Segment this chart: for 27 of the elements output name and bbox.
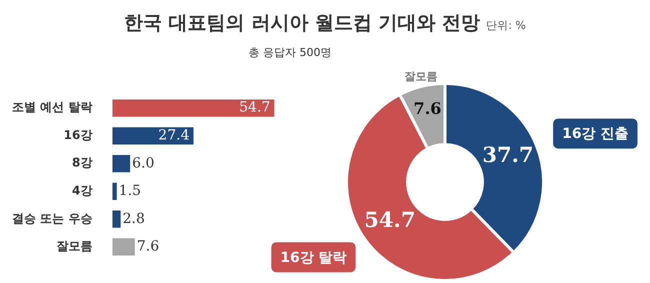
data-label: 54.7 xyxy=(239,100,270,116)
data-label: 2.8 xyxy=(122,210,145,227)
chart-subtitle: 총 응답자 500명 xyxy=(248,45,332,60)
data-label: 54.7 xyxy=(364,207,416,232)
bar xyxy=(112,238,135,256)
bar xyxy=(112,210,121,228)
slice-label: 16강 탈락 xyxy=(280,250,347,266)
data-label: 6.0 xyxy=(132,155,154,172)
slice-label: 잘모름 xyxy=(404,70,438,83)
y-tick-label: 8강 xyxy=(72,156,92,170)
bar xyxy=(112,155,130,172)
text: 단위: % xyxy=(486,19,526,32)
slice-label: 16강 진출 xyxy=(562,126,628,142)
bar xyxy=(112,182,117,200)
bar xyxy=(112,99,274,117)
y-tick-label: 결승 또는 우승 xyxy=(12,211,92,226)
y-tick-label: 잘모름 xyxy=(56,239,92,254)
y-tick-label: 16강 xyxy=(64,128,92,142)
data-label: 7.6 xyxy=(414,99,442,118)
y-tick-label: 4강 xyxy=(72,184,92,198)
data-label: 1.5 xyxy=(118,183,142,200)
y-tick-label: 조별 예선 탈락 xyxy=(12,100,92,114)
data-label: 37.7 xyxy=(482,142,534,167)
data-label: 27.4 xyxy=(158,127,190,144)
chart-title: 한국 대표팀의 러시아 월드컵 기대와 전망 xyxy=(124,12,480,34)
data-label: 7.6 xyxy=(136,238,160,255)
bar xyxy=(112,127,194,144)
